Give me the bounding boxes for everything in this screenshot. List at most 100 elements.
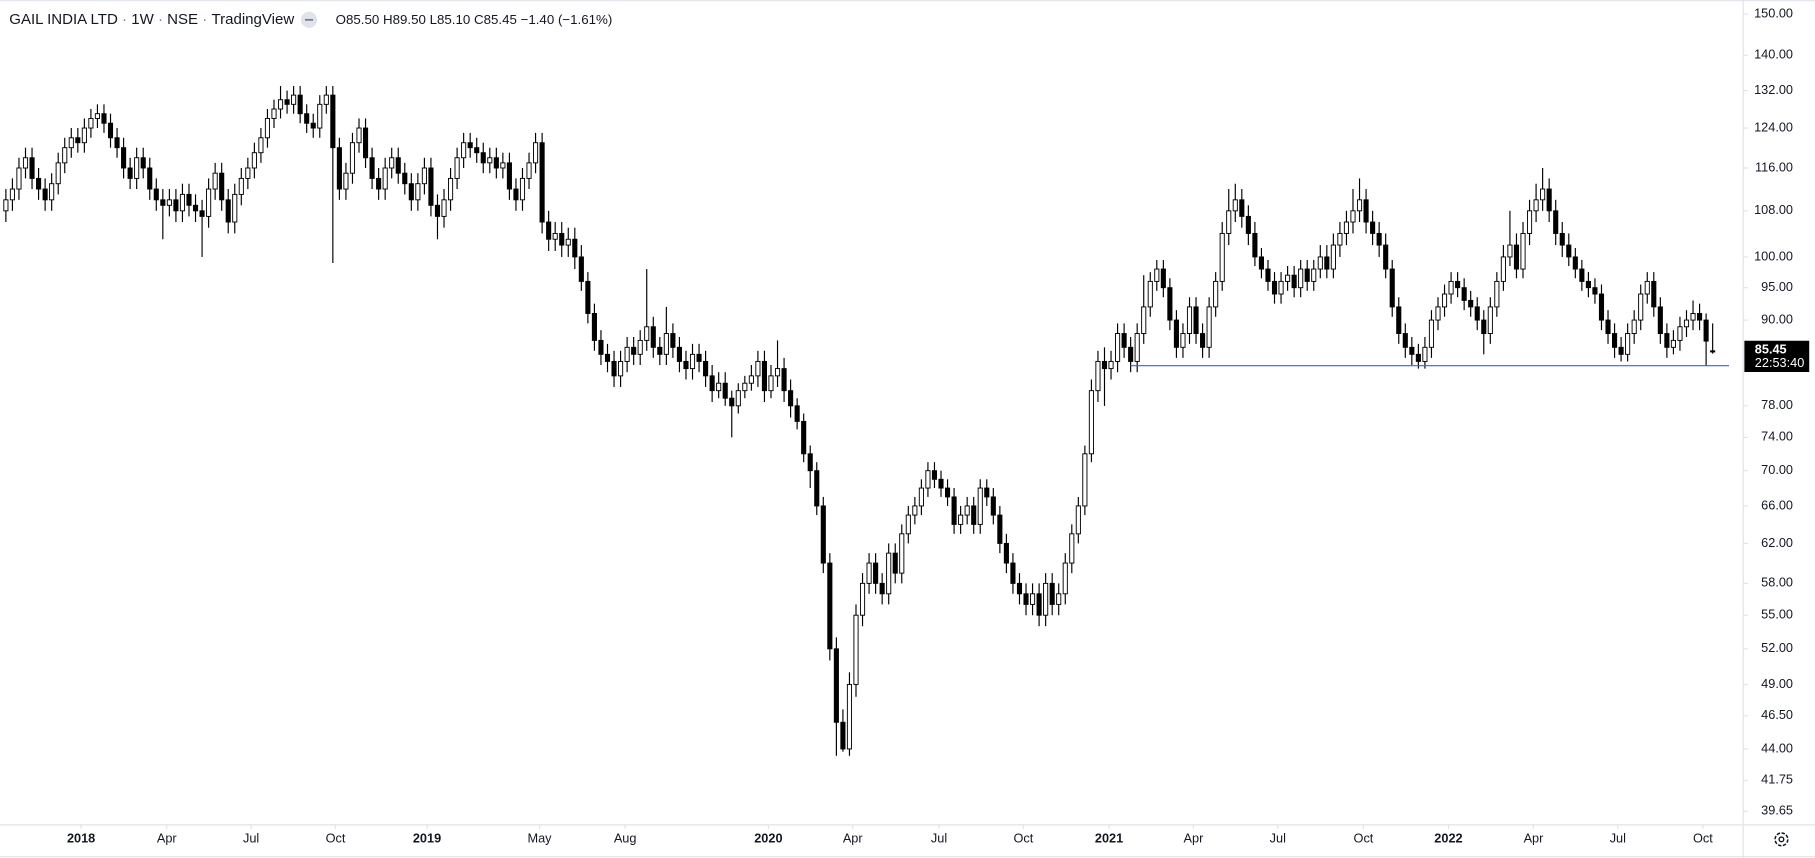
x-tick-label: Aug xyxy=(614,831,637,846)
candle-body xyxy=(559,232,565,246)
symbol: GAIL INDIA LTD xyxy=(9,11,118,28)
candle-body xyxy=(735,390,741,407)
candle-body xyxy=(467,142,473,149)
candle-body xyxy=(1337,232,1343,246)
y-tick-label: 132.00 xyxy=(1754,82,1793,97)
candle-body xyxy=(166,199,172,206)
candle-body xyxy=(29,157,35,179)
y-tick-label: 108.00 xyxy=(1754,202,1793,217)
candle-body xyxy=(637,339,643,355)
x-tick-label: 2019 xyxy=(413,831,441,846)
candle-body xyxy=(905,514,911,535)
candle-body xyxy=(1435,306,1441,321)
candle-body xyxy=(402,172,408,185)
candle-body xyxy=(160,199,166,206)
candle-body xyxy=(683,360,689,370)
candle-body xyxy=(1350,210,1356,223)
candle-body xyxy=(964,505,970,516)
x-tick-label: Oct xyxy=(1693,831,1713,846)
candle-body xyxy=(618,360,624,377)
candle-body xyxy=(81,127,87,144)
candle-body xyxy=(421,167,427,185)
candle-body xyxy=(291,94,297,105)
candle-body xyxy=(650,326,656,348)
candle-body xyxy=(1664,333,1670,348)
candle-body xyxy=(1095,360,1101,392)
candle-body xyxy=(1023,593,1029,605)
x-tick-label: Oct xyxy=(1014,831,1034,846)
candle-body xyxy=(1638,293,1644,321)
y-tick-label: 124.00 xyxy=(1754,119,1793,134)
candle-body xyxy=(1265,268,1271,282)
candle-body xyxy=(55,162,61,185)
separator: · xyxy=(202,11,207,28)
settings-icon[interactable] xyxy=(1774,832,1789,847)
candle-body xyxy=(918,487,924,507)
candle-body xyxy=(722,382,728,399)
candle-body xyxy=(1415,353,1421,362)
separator: · xyxy=(122,11,127,28)
candle-body xyxy=(533,142,539,164)
x-tick-label: Jul xyxy=(243,831,259,846)
y-tick-label: 39.65 xyxy=(1761,803,1793,818)
y-tick-label: 49.00 xyxy=(1761,676,1793,691)
x-tick-label: 2020 xyxy=(754,831,782,846)
candle-body xyxy=(761,360,768,392)
y-tick-label: 58.00 xyxy=(1761,575,1793,590)
candle-body xyxy=(1271,280,1278,295)
candle-body xyxy=(1186,306,1193,335)
candle-body xyxy=(1252,232,1258,258)
candle-body xyxy=(611,360,617,377)
candle-body xyxy=(179,193,186,212)
candle-body xyxy=(1030,593,1036,605)
status-icon[interactable] xyxy=(300,11,318,28)
candle-body xyxy=(474,147,480,154)
y-tick-label: 140.00 xyxy=(1754,47,1793,62)
candle-body xyxy=(1049,582,1055,605)
settings-gear-hub[interactable] xyxy=(1778,836,1785,843)
candle-body xyxy=(1546,188,1552,212)
candle-body xyxy=(1291,274,1297,289)
candle-body xyxy=(519,177,526,201)
y-tick-label: 41.75 xyxy=(1761,772,1793,787)
candle-body xyxy=(127,167,133,179)
candle-body xyxy=(362,127,369,159)
y-tick-label: 116.00 xyxy=(1755,159,1793,174)
candle-body xyxy=(552,232,558,240)
candle-body xyxy=(925,470,931,489)
candle-body xyxy=(199,210,205,217)
candle-body xyxy=(1441,293,1448,308)
legend-change-pct: (−1.61%) xyxy=(558,11,612,26)
plot-area xyxy=(3,86,1729,756)
candle-body xyxy=(1500,256,1506,282)
settings-gear[interactable] xyxy=(1774,832,1789,847)
candle-body xyxy=(1612,333,1618,348)
candle-body xyxy=(1592,287,1598,295)
candle-body xyxy=(676,346,682,362)
candle-body xyxy=(899,533,905,574)
x-tick-label: Jul xyxy=(931,831,947,846)
y-tick-label: 44.00 xyxy=(1761,740,1793,755)
candle-body xyxy=(951,496,957,525)
candle-body xyxy=(107,122,114,139)
x-tick-label: May xyxy=(527,831,552,846)
candle-body xyxy=(794,405,800,422)
y-tick-label: 150.00 xyxy=(1754,5,1793,20)
legend-value: 85.10 xyxy=(437,11,470,26)
candle-body xyxy=(1311,268,1317,282)
candle-body xyxy=(1487,306,1493,335)
candle-body xyxy=(1330,244,1336,270)
x-tick-label: Jul xyxy=(1610,831,1626,846)
candle-body xyxy=(94,113,100,119)
symbol-header: GAIL INDIA LTD · 1W · NSE · TradingView xyxy=(9,11,294,28)
candle-body xyxy=(513,188,519,201)
candle-body xyxy=(977,487,983,525)
candle-body xyxy=(206,188,212,217)
x-tick-label: 2022 xyxy=(1434,831,1462,846)
candle-body xyxy=(441,199,447,217)
candle-body xyxy=(22,157,29,169)
candle-body xyxy=(1226,210,1232,234)
candle-body xyxy=(1206,306,1212,348)
candle-body xyxy=(1520,232,1526,270)
